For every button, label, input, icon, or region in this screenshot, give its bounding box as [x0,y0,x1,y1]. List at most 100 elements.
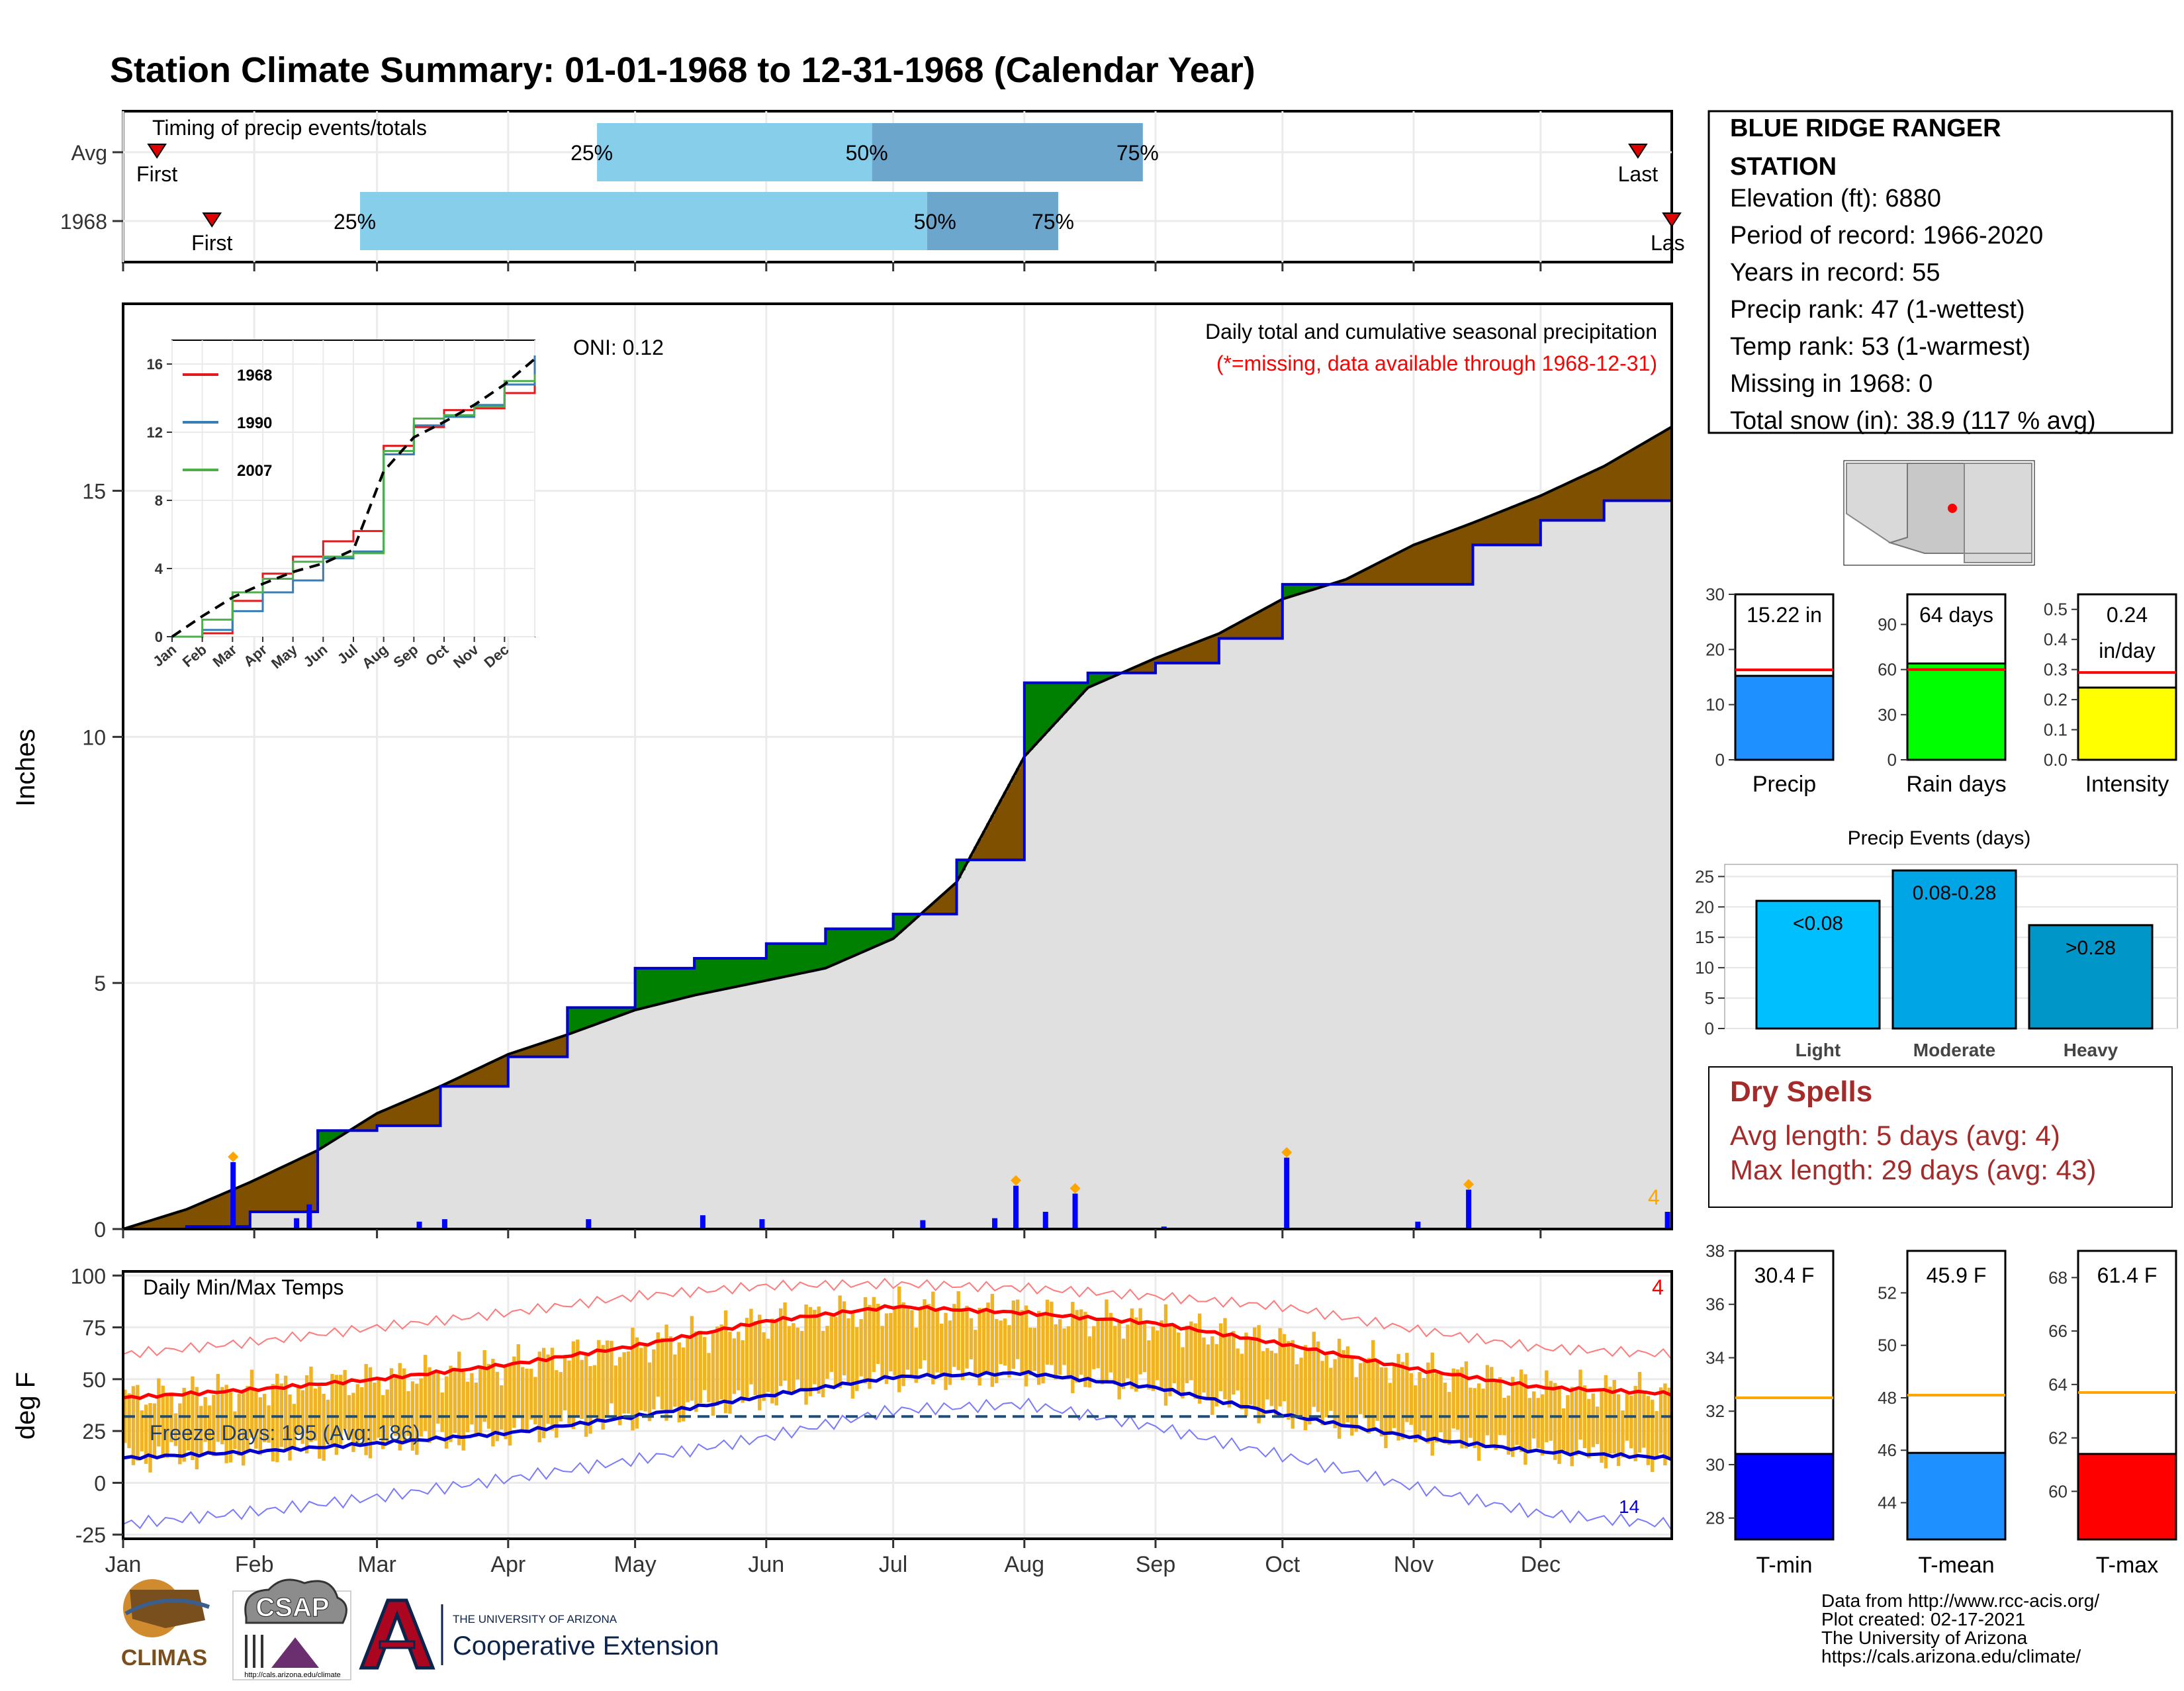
temp-day-bar-72 [428,1367,431,1443]
temp-day-bar-291 [1354,1377,1357,1432]
temp-day-bar-113 [601,1345,604,1430]
temp-day-bar-136 [699,1331,702,1403]
temp-day-bar-78 [453,1367,457,1433]
temp-bar-ytick-label-T-mean-2: 48 [1878,1388,1897,1408]
precip-anomaly-day-168 [834,929,839,964]
temp-day-bar-358 [1638,1372,1641,1453]
temp-day-bar-107 [576,1340,579,1416]
precip-anomaly-day-209 [1007,784,1012,860]
precip-anomaly-day-332 [1528,500,1533,545]
precip-anomaly-day-100 [546,1041,551,1057]
precip-anomaly-day-35 [271,1171,276,1212]
precip-anomaly-day-301 [1396,553,1401,584]
precip-anomaly-day-302 [1401,551,1406,584]
temp-day-bar-142 [724,1310,727,1413]
temp-day-bar-199 [965,1306,968,1369]
precip-anomaly-day-263 [1236,623,1240,639]
precip-anomaly-day-309 [1431,538,1435,584]
temp-day-bar-144 [733,1338,736,1394]
mini-bar-ytick-label-Intensity-1: 0.1 [2044,720,2068,740]
precip-anomaly-day-130 [673,968,678,1000]
precip-events-bar-text-Moderate: 0.08-0.28 [1913,882,1997,904]
temp-day-bar-364 [1663,1383,1666,1465]
precip-anomaly-day-310 [1435,536,1439,584]
ua-block-a-bar [380,1641,414,1648]
precip-anomaly-day-36 [275,1169,280,1212]
precip-anomaly-day-28 [242,1185,246,1226]
timing-bar-q25-q50-1968 [360,192,927,250]
daily-precip-bar-4 [442,1219,447,1229]
precip-anomaly-day-15 [187,1209,191,1226]
mini-bar-ytick-label-Precip-1: 10 [1706,695,1725,715]
precip-anomaly-day-61 [381,1111,386,1126]
precip-anomaly-day-251 [1185,646,1190,663]
temp-bar-ytick-label-T-max-4: 68 [2048,1267,2068,1287]
month-label-Apr: Apr [490,1552,525,1577]
temp-day-bar-260 [1223,1318,1226,1400]
temp-day-bar-214 [1028,1328,1032,1375]
precip-anomaly-day-330 [1520,504,1524,545]
precip-anomaly-day-335 [1541,495,1545,521]
temp-day-bar-129 [669,1336,672,1410]
temp-day-bar-162 [809,1307,812,1396]
precip-anomaly-day-300 [1392,555,1397,584]
mini-bar-value-text-Intensity: 0.24 [2107,603,2148,627]
precip-anomaly-day-249 [1177,649,1181,663]
temp-bar-value-T-max [2078,1454,2176,1539]
temp-day-bar-16 [191,1377,194,1460]
temp-day-bar-89 [500,1385,503,1430]
precip-y-label: Inches [11,729,40,807]
precip-anomaly-day-30 [250,1181,255,1212]
precip-anomaly-day-145 [737,958,741,986]
temp-day-bar-340 [1562,1408,1565,1451]
temp-day-bar-332 [1528,1398,1531,1453]
precip-anomaly-day-327 [1507,508,1512,545]
temp-day-bar-284 [1325,1355,1328,1418]
precip-anomaly-day-157 [788,944,792,976]
temp-day-bar-172 [851,1313,854,1399]
temp-day-bar-357 [1633,1386,1637,1461]
temp-day-bar-96 [529,1369,533,1420]
temp-day-bar-82 [470,1373,473,1425]
precip-anomaly-day-164 [817,944,822,970]
temp-day-bar-302 [1401,1362,1404,1440]
precip-anomaly-day-44 [309,1154,314,1212]
precip-anomaly-day-11 [169,1214,174,1229]
temp-day-bar-322 [1486,1365,1489,1435]
ua-coop-ext: Cooperative Extension [453,1631,719,1661]
mini-bar-value-Intensity [2078,688,2176,760]
precip-anomaly-day-88 [496,1060,500,1087]
precip-anomaly-day-348 [1596,469,1600,520]
timing-bar-q25-q50-Avg [597,123,872,181]
station-line-5: Missing in 1968: 0 [1730,370,1933,398]
precip-anomaly-day-174 [859,929,864,952]
precip-anomaly-day-125 [652,968,657,1005]
temp-day-bar-100 [546,1355,549,1424]
temp-day-bar-104 [563,1357,567,1410]
month-label-Oct: Oct [1265,1552,1300,1577]
temp-day-bar-313 [1447,1392,1451,1445]
precip-anomaly-day-85 [482,1066,487,1087]
temp-day-bar-77 [449,1365,452,1441]
temp-day-bar-245 [1160,1320,1163,1390]
temp-day-bar-137 [703,1337,706,1390]
temp-day-bar-239 [1134,1318,1138,1392]
precip-anomaly-day-83 [475,1070,479,1087]
dry-spells-title: Dry Spells [1730,1075,1872,1108]
precip-anomaly-day-270 [1265,607,1270,638]
precip-anomaly-day-305 [1414,544,1418,584]
timing-first-label-Avg: First [136,162,177,186]
temp-day-bar-249 [1177,1332,1180,1393]
mini-bar-ytick-label-Precip-2: 20 [1706,639,1725,659]
temp-day-bar-296 [1375,1359,1379,1421]
temp-day-bar-306 [1418,1372,1421,1440]
temp-day-bar-263 [1236,1348,1239,1390]
temp-day-bar-108 [580,1360,583,1419]
precip-anomaly-day-9 [161,1216,166,1229]
precip-anomaly-day-269 [1261,610,1266,639]
precip-anomaly-day-178 [876,929,881,945]
temp-day-bar-338 [1553,1383,1557,1460]
precip-anomaly-day-321 [1481,519,1486,545]
precip-anomaly-day-194 [944,891,948,914]
